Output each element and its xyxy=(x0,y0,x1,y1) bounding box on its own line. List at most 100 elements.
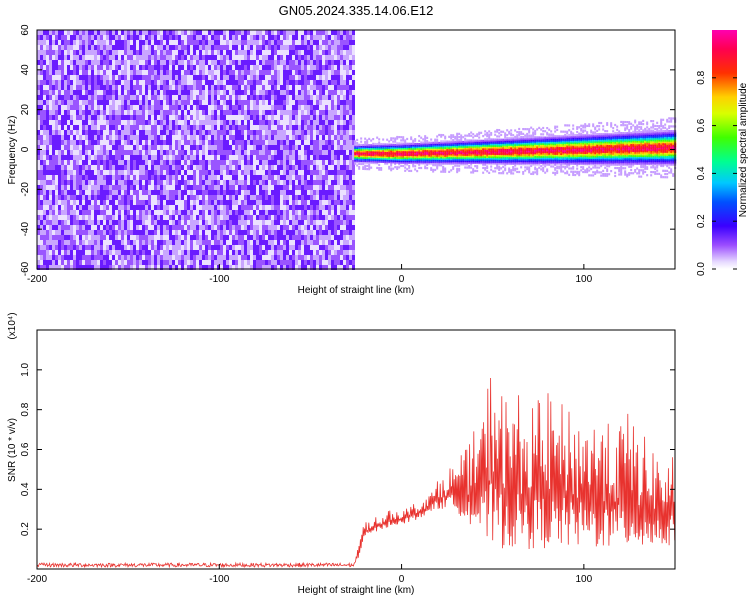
heatmap-cell xyxy=(133,260,136,265)
heatmap-cell xyxy=(160,185,163,190)
heatmap-cell xyxy=(145,205,148,210)
heatmap-cell xyxy=(196,175,199,180)
heatmap-cell xyxy=(289,105,292,110)
heatmap-cell xyxy=(340,235,343,240)
heatmap-cell xyxy=(226,115,229,120)
heatmap-cell xyxy=(337,265,340,270)
heatmap-cell xyxy=(166,35,169,40)
heatmap-cell xyxy=(43,75,46,80)
heatmap-cell xyxy=(55,30,58,35)
heatmap-cell xyxy=(136,235,139,240)
heatmap-cell xyxy=(301,155,304,160)
heatmap-cell xyxy=(229,80,232,85)
heatmap-cell xyxy=(166,85,169,90)
heatmap-cell xyxy=(100,95,103,100)
heatmap-cell xyxy=(223,240,226,245)
heatmap-cell xyxy=(136,260,139,265)
heatmap-cell xyxy=(298,70,301,75)
heatmap-cell xyxy=(301,210,304,215)
heatmap-cell xyxy=(67,145,70,150)
heatmap-cell xyxy=(103,200,106,205)
heatmap-cell xyxy=(145,230,148,235)
heatmap-cell xyxy=(262,70,265,75)
heatmap-cell xyxy=(340,185,343,190)
heatmap-cell xyxy=(199,80,202,85)
heatmap-cell xyxy=(310,70,313,75)
heatmap-cell xyxy=(43,125,46,130)
heatmap-cell xyxy=(178,120,181,125)
heatmap-cell xyxy=(343,210,346,215)
heatmap-cell xyxy=(196,100,199,105)
heatmap-cell xyxy=(133,70,136,75)
heatmap-cell xyxy=(334,230,337,235)
heatmap-cell xyxy=(133,180,136,185)
heatmap-cell xyxy=(193,95,196,100)
heatmap-cell xyxy=(112,50,115,55)
heatmap-cell xyxy=(91,140,94,145)
heatmap-cell xyxy=(148,45,151,50)
heatmap-cell xyxy=(262,85,265,90)
heatmap-cell xyxy=(313,160,316,165)
heatmap-cell xyxy=(175,100,178,105)
heatmap-cell xyxy=(70,130,73,135)
heatmap-cell xyxy=(259,230,262,235)
heatmap-cell xyxy=(301,125,304,130)
heatmap-cell xyxy=(214,185,217,190)
heatmap-cell xyxy=(142,225,145,230)
heatmap-cell xyxy=(259,50,262,55)
heatmap-cell xyxy=(133,120,136,125)
heatmap-cell xyxy=(154,125,157,130)
heatmap-cell xyxy=(163,195,166,200)
heatmap-cell xyxy=(160,175,163,180)
heatmap-cell xyxy=(283,200,286,205)
heatmap-cell xyxy=(100,235,103,240)
heatmap-cell xyxy=(298,45,301,50)
heatmap-cell xyxy=(340,85,343,90)
heatmap-cell xyxy=(175,60,178,65)
heatmap-cell xyxy=(133,165,136,170)
heatmap-cell xyxy=(211,90,214,95)
heatmap-cell xyxy=(97,70,100,75)
heatmap-cell xyxy=(223,255,226,260)
heatmap-cell xyxy=(337,245,340,250)
heatmap-cell xyxy=(73,65,76,70)
heatmap-cell xyxy=(307,235,310,240)
heatmap-cell xyxy=(196,245,199,250)
heatmap-cell xyxy=(298,195,301,200)
heatmap-cell xyxy=(133,95,136,100)
heatmap-cell xyxy=(124,240,127,245)
heatmap-cell xyxy=(43,245,46,250)
heatmap-cell xyxy=(166,80,169,85)
heatmap-cell xyxy=(268,230,271,235)
heatmap-cell xyxy=(199,65,202,70)
heatmap-cell xyxy=(160,220,163,225)
heatmap-cell xyxy=(268,160,271,165)
heatmap-cell xyxy=(244,250,247,255)
heatmap-cell xyxy=(334,170,337,175)
heatmap-cell xyxy=(265,95,268,100)
heatmap-cell xyxy=(187,175,190,180)
heatmap-cell xyxy=(172,240,175,245)
heatmap-cell xyxy=(214,175,217,180)
heatmap-cell xyxy=(337,190,340,195)
heatmap-cell xyxy=(196,195,199,200)
heatmap-cell xyxy=(94,240,97,245)
heatmap-cell xyxy=(58,260,61,265)
heatmap-cell xyxy=(280,100,283,105)
heatmap-cell xyxy=(250,210,253,215)
heatmap-cell xyxy=(181,150,184,155)
heatmap-cell xyxy=(259,220,262,225)
heatmap-cell xyxy=(325,255,328,260)
heatmap-cell xyxy=(244,30,247,35)
heatmap-cell xyxy=(55,255,58,260)
heatmap-cell xyxy=(88,140,91,145)
heatmap-cell xyxy=(241,175,244,180)
heatmap-cell xyxy=(346,125,349,130)
heatmap-cell xyxy=(307,180,310,185)
heatmap-cell xyxy=(157,170,160,175)
heatmap-cell xyxy=(286,80,289,85)
heatmap-cell xyxy=(163,85,166,90)
heatmap-cell xyxy=(223,220,226,225)
heatmap-cell xyxy=(307,205,310,210)
